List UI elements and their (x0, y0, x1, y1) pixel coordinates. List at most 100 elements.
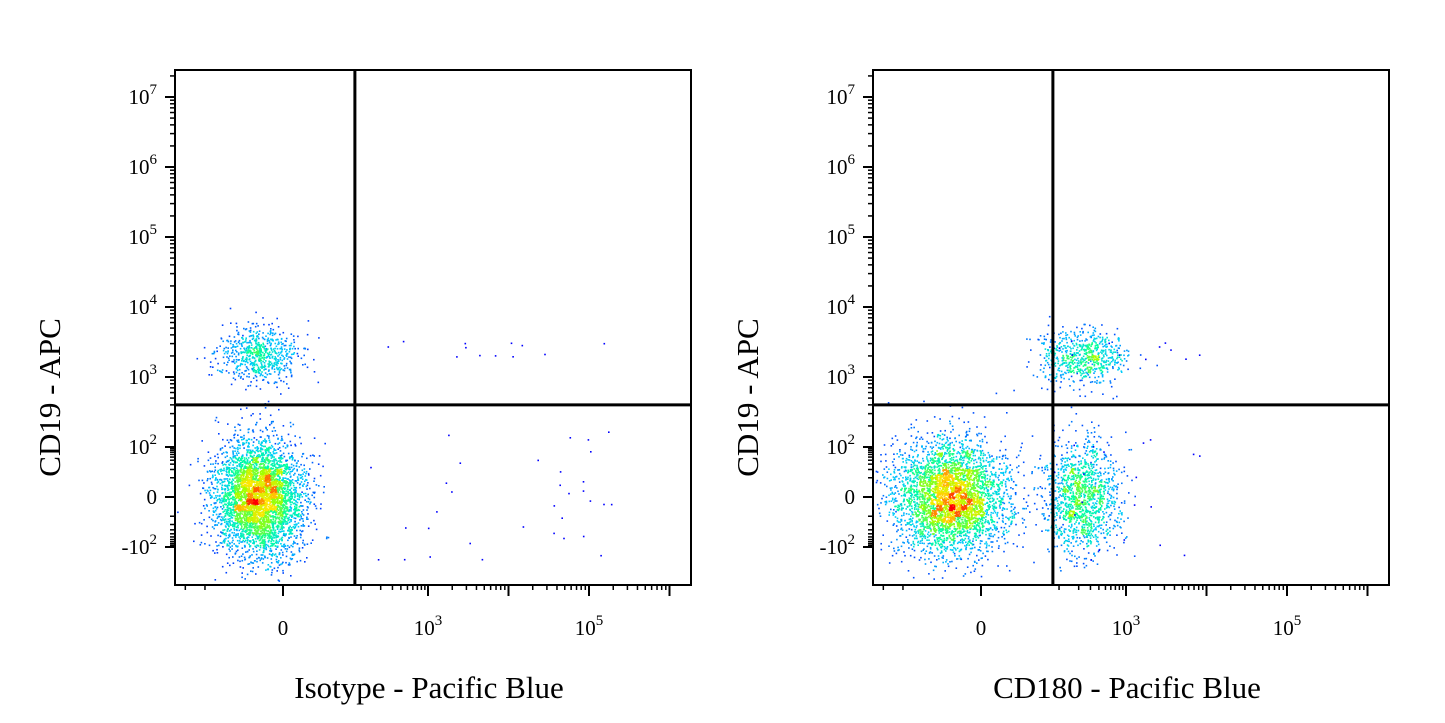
event-dot (294, 491, 296, 493)
event-dot (277, 502, 279, 505)
event-dot (224, 521, 226, 523)
event-dot (304, 363, 306, 366)
event-dot (256, 348, 258, 351)
event-dot (275, 345, 278, 348)
event-dot (218, 515, 221, 518)
event-dot (227, 502, 229, 504)
event-dot (274, 475, 276, 477)
event-dot (285, 484, 288, 487)
event-dot (264, 461, 266, 463)
event-dot (267, 477, 269, 479)
event-dot (252, 567, 254, 569)
event-dot (245, 551, 247, 553)
event-dot (256, 475, 259, 477)
event-dot (237, 439, 240, 441)
event-dot (260, 448, 263, 451)
event-dot (222, 533, 225, 535)
event-dot (257, 450, 259, 453)
event-dot (234, 519, 237, 522)
event-dot (251, 494, 253, 497)
event-dot (284, 497, 286, 499)
event-dot (307, 493, 309, 496)
event-dot (278, 518, 281, 521)
event-dot (257, 529, 260, 532)
event-dot (273, 371, 276, 373)
event-dot (254, 490, 256, 493)
event-dot (258, 501, 260, 504)
event-dot (219, 495, 221, 497)
event-dot (296, 515, 299, 518)
event-dot (208, 516, 211, 519)
event-dot (238, 478, 240, 480)
event-dot (296, 482, 299, 484)
event-dot (286, 463, 288, 466)
event-dot (256, 516, 258, 518)
event-dot (235, 452, 238, 455)
event-dot (237, 545, 239, 548)
event-dot (229, 523, 231, 525)
event-dot (230, 491, 233, 493)
event-dot (223, 495, 225, 497)
event-dot (254, 524, 257, 527)
event-dot (269, 498, 272, 501)
event-dot (300, 501, 302, 504)
event-dot (235, 371, 238, 374)
event-dot (269, 550, 271, 552)
event-dot (233, 502, 236, 504)
event-dot (250, 502, 253, 505)
event-dot (210, 518, 213, 521)
event-dot (296, 498, 299, 500)
event-dot (274, 342, 277, 345)
event-dot (239, 480, 241, 482)
event-dot (255, 479, 257, 481)
event-dot (243, 327, 245, 330)
event-dot (232, 483, 234, 485)
event-dot (270, 328, 272, 330)
event-dot (451, 491, 453, 493)
event-dot (262, 342, 264, 345)
event-dot (313, 503, 316, 505)
event-dot (224, 495, 227, 498)
event-dot (214, 479, 217, 481)
event-dot (253, 369, 255, 371)
event-dot (239, 491, 242, 493)
event-dot (233, 543, 235, 545)
event-dot (306, 366, 309, 369)
event-dot (267, 484, 269, 487)
event-dot (246, 503, 249, 505)
event-dot (226, 356, 228, 358)
event-dot (238, 529, 241, 532)
event-dot (238, 456, 241, 459)
event-dot (236, 366, 238, 369)
event-dot (262, 520, 265, 523)
event-dot (277, 561, 280, 564)
event-dot (303, 525, 306, 527)
event-dot (275, 339, 277, 341)
event-dot (279, 466, 282, 468)
event-dot (271, 569, 274, 571)
event-dot (302, 452, 305, 455)
event-dot (281, 479, 283, 482)
event-dot (248, 556, 250, 559)
event-dot (259, 513, 261, 516)
event-dot (252, 534, 255, 536)
event-dot (281, 562, 283, 565)
event-dot (236, 488, 239, 490)
event-dot (259, 471, 262, 474)
event-dot (241, 482, 243, 485)
event-dot (266, 537, 269, 539)
event-dot (238, 452, 240, 454)
event-dot (242, 485, 245, 488)
event-dot (267, 530, 270, 532)
event-dot (236, 450, 239, 453)
event-dot (216, 347, 218, 349)
event-dot (326, 536, 328, 538)
event-dot (259, 476, 261, 479)
event-dot (274, 501, 277, 503)
event-dot (275, 535, 277, 538)
event-dot (222, 349, 225, 352)
event-dot (448, 434, 450, 437)
event-dot (256, 532, 259, 535)
event-dot (224, 515, 226, 517)
